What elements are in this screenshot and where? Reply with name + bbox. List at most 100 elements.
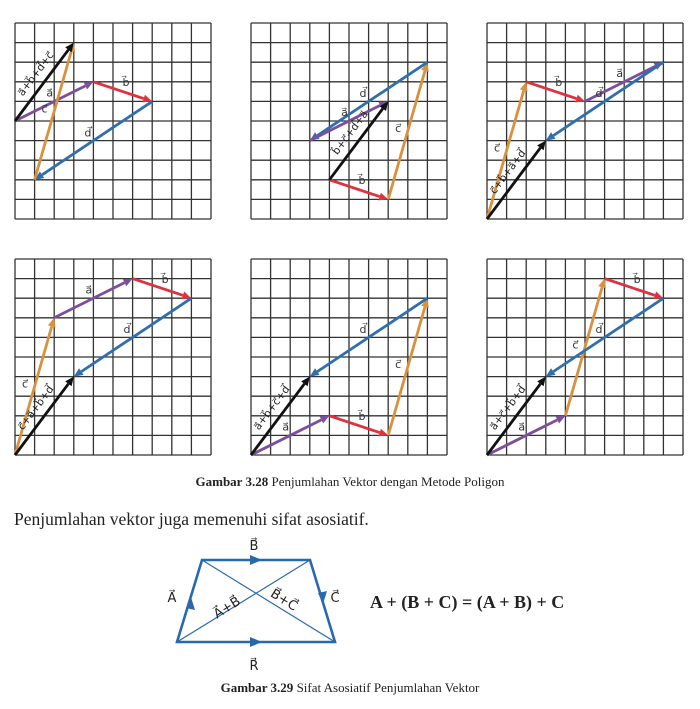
vector-label-c: c⃗	[395, 122, 401, 135]
arrowhead	[65, 42, 74, 53]
grid	[14, 258, 212, 456]
vector-d	[545, 297, 665, 377]
vector-label-a: a⃗	[282, 420, 289, 433]
arrowhead	[379, 101, 389, 111]
vector-b	[604, 277, 664, 300]
vector-b	[328, 414, 389, 437]
vector-panel-1: a⃗b⃗d⃗c⃗a⃗+b⃗+d⃗+c⃗	[13, 22, 212, 220]
vector-label-a: a⃗	[518, 420, 525, 433]
arrowhead-r	[250, 637, 262, 647]
vector-label-b: b⃗	[357, 409, 366, 423]
resultant-vector	[485, 140, 546, 220]
arrowhead	[319, 415, 330, 424]
arrowhead	[421, 62, 429, 72]
caption-number: Gambar 3.29	[220, 680, 294, 695]
vector-label-a: a⃗	[85, 283, 92, 296]
figure-3-28-caption: Gambar 3.28 Penjumlahan Vektor dengan Me…	[0, 474, 700, 490]
vector-label-d: d⃗	[596, 86, 604, 100]
vector-c	[485, 81, 528, 220]
arrowhead	[575, 94, 585, 103]
trapezoid-vectors	[175, 558, 337, 644]
arrowhead	[519, 81, 528, 92]
vector-label-b: b⃗	[160, 272, 169, 286]
arrowhead	[555, 415, 566, 424]
arrowhead-c	[318, 591, 327, 604]
vector-label-a: a⃗	[616, 67, 623, 80]
caption-text: Sifat Asosiatif Penjumlahan Vektor	[293, 680, 480, 695]
arrowhead	[378, 192, 389, 201]
vector-c	[13, 317, 56, 456]
arrowhead	[34, 171, 45, 180]
arrowhead	[83, 81, 94, 90]
vector-panel-4: c⃗a⃗b⃗d⃗c⃗+a⃗+b⃗+d⃗	[13, 258, 212, 456]
vector-b	[525, 80, 585, 103]
grid	[486, 258, 684, 456]
vector-label-c: c⃗	[494, 142, 500, 155]
vector-label-b: b⃗	[632, 272, 641, 286]
vector-label-a: a⃗	[46, 86, 53, 99]
vector-a	[53, 278, 133, 320]
vector-label-d: d⃗	[84, 125, 92, 139]
caption-text: Penjumlahan Vektor dengan Metode Poligon	[268, 474, 505, 489]
arrowhead-a	[186, 597, 195, 610]
arrowhead	[301, 376, 310, 387]
vector-label-b: b⃗	[357, 173, 366, 187]
resultant-vector	[13, 42, 74, 122]
vector-label-d: d⃗	[360, 86, 368, 100]
associative-equation: A + (B + C) = (A + B) + C	[370, 592, 565, 612]
vector-panel-5: a⃗b⃗c⃗d⃗a⃗+b⃗+c⃗+d⃗	[249, 258, 448, 457]
vector-d	[545, 61, 665, 141]
resultant-vector	[328, 101, 389, 181]
arrowhead-b	[250, 555, 262, 565]
arrowhead	[309, 368, 320, 377]
vector-label-c: c⃗	[572, 338, 578, 351]
arrowhead	[537, 140, 546, 151]
vector-a	[486, 415, 566, 457]
grid	[250, 22, 448, 220]
label-c: C⃗	[330, 590, 339, 606]
vector-b	[328, 178, 389, 201]
vector-label-a: a⃗	[341, 106, 348, 119]
arrowhead	[47, 317, 56, 328]
arrowhead	[65, 376, 74, 387]
label-a-plus-b: A⃗+B⃗	[210, 593, 243, 622]
diagonal-b-plus-c	[201, 559, 336, 643]
figure-3-29-caption: Gambar 3.29 Sifat Asosiatif Penjumlahan …	[0, 680, 700, 696]
vector-b	[132, 277, 192, 300]
arrowhead	[537, 376, 546, 387]
vector-label-d: d⃗	[596, 322, 604, 336]
arrowhead	[378, 428, 389, 437]
vector-label-c: c⃗	[42, 102, 48, 115]
arrowhead	[122, 278, 133, 287]
vector-label-c: c⃗	[395, 358, 401, 371]
arrowhead	[142, 94, 153, 103]
diagonal-a-plus-b	[176, 559, 311, 643]
arrowhead	[545, 368, 556, 377]
associative-diagram: B⃗ A⃗ C⃗ R⃗ A⃗+B⃗ B⃗+C⃗	[168, 538, 340, 674]
vector-c	[386, 298, 429, 436]
arrowhead	[421, 298, 429, 308]
vector-c	[386, 62, 429, 200]
arrowhead	[653, 291, 664, 300]
vector-label-c: c⃗	[22, 378, 28, 391]
label-r: R⃗	[249, 658, 258, 674]
label-a: A⃗	[168, 590, 177, 606]
vector-a	[14, 81, 94, 123]
vector-panel-3: c⃗b⃗a⃗d⃗c⃗+b⃗+a⃗+d⃗	[485, 22, 684, 220]
vector-label-b: b⃗	[554, 75, 563, 89]
vector-d	[34, 100, 153, 180]
arrowhead	[181, 291, 192, 300]
vector-label-d: d⃗	[360, 322, 368, 336]
vector-d	[309, 297, 429, 377]
resultant-vector	[13, 376, 74, 456]
resultant-vector	[485, 376, 546, 456]
arrowhead	[598, 278, 606, 289]
arrowhead	[545, 132, 556, 141]
vector-a	[250, 415, 330, 457]
grid	[250, 258, 448, 456]
paragraph: Penjumlahan vektor juga memenuhi sifat a…	[14, 509, 369, 529]
label-b: B⃗	[250, 538, 259, 554]
grid	[14, 22, 212, 220]
vector-label-d: d⃗	[124, 322, 132, 336]
vector-d	[73, 297, 193, 377]
